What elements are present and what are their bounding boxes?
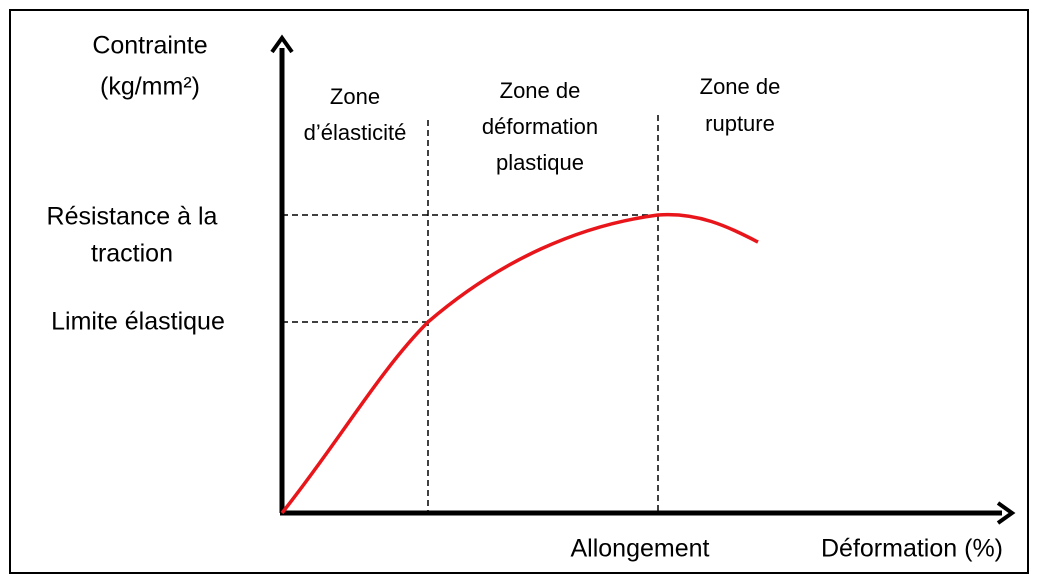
frame [9, 9, 1029, 574]
stress-strain-curve [280, 212, 759, 515]
arrow-head [996, 501, 1016, 525]
x-label: Allongement [571, 535, 710, 563]
level-label: traction [91, 240, 173, 268]
y-axis-label: Contrainte [92, 32, 207, 60]
y-axis-label: (kg/mm²) [100, 73, 200, 101]
zone-label: Zone de [500, 78, 581, 103]
level-label: Limite élastique [51, 308, 225, 336]
zone-label: déformation [482, 114, 598, 139]
guides [282, 115, 659, 513]
zone-label: Zone [330, 84, 380, 109]
level-label: Résistance à la [47, 203, 218, 231]
zone-label: Zone de [700, 74, 781, 99]
zone-label: rupture [705, 111, 775, 136]
zone-label: plastique [496, 150, 584, 175]
zone-label: d’élasticité [304, 120, 407, 145]
arrow-head [270, 34, 294, 54]
x-label: Déformation (%) [821, 535, 1003, 563]
